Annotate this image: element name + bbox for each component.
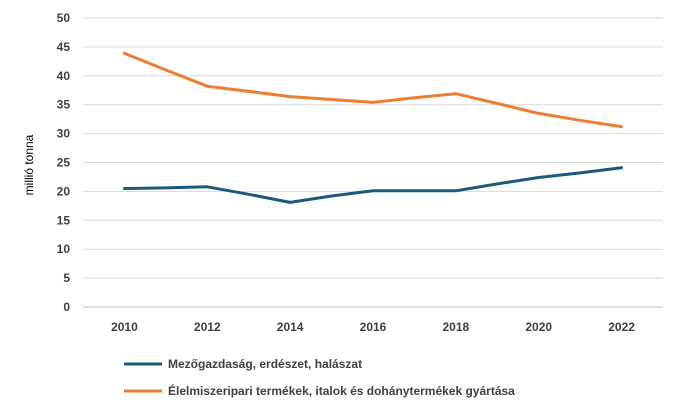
x-tick-label: 2016 bbox=[360, 320, 387, 334]
x-tick-label: 2014 bbox=[277, 320, 304, 334]
series-lines bbox=[122, 51, 624, 204]
x-tick-label: 2022 bbox=[608, 320, 635, 334]
y-axis-label: millió tonna bbox=[22, 134, 36, 195]
y-tick-label: 25 bbox=[57, 156, 71, 170]
y-tick-label: 20 bbox=[57, 184, 71, 198]
y-tick-label: 0 bbox=[63, 300, 70, 314]
x-axis-ticks: 2010 2012 2014 2016 2018 2020 2022 bbox=[111, 320, 635, 334]
legend: Mezőgazdaság, erdészet, halászat Élelmisz… bbox=[124, 357, 515, 398]
y-tick-label: 50 bbox=[57, 11, 71, 25]
y-tick-label: 15 bbox=[57, 213, 71, 227]
legend-label-2: Élelmiszeripari termékek, italok és dohá… bbox=[168, 383, 515, 398]
y-tick-label: 5 bbox=[63, 271, 70, 285]
y-tick-label: 35 bbox=[57, 98, 71, 112]
y-axis-ticks: 0 5 10 15 20 25 30 35 40 45 50 bbox=[57, 11, 71, 314]
series-line-1 bbox=[122, 166, 624, 204]
gridlines bbox=[83, 17, 663, 308]
x-tick-label: 2012 bbox=[194, 320, 221, 334]
y-tick-label: 10 bbox=[57, 242, 71, 256]
legend-label-1: Mezőgazdaság, erdészet, halászat bbox=[168, 357, 362, 371]
x-tick-label: 2020 bbox=[525, 320, 552, 334]
x-tick-label: 2010 bbox=[111, 320, 138, 334]
x-tick-label: 2018 bbox=[443, 320, 470, 334]
y-tick-label: 30 bbox=[57, 127, 71, 141]
y-tick-label: 45 bbox=[57, 40, 71, 54]
y-tick-label: 40 bbox=[57, 69, 71, 83]
series-line-2 bbox=[122, 51, 624, 129]
